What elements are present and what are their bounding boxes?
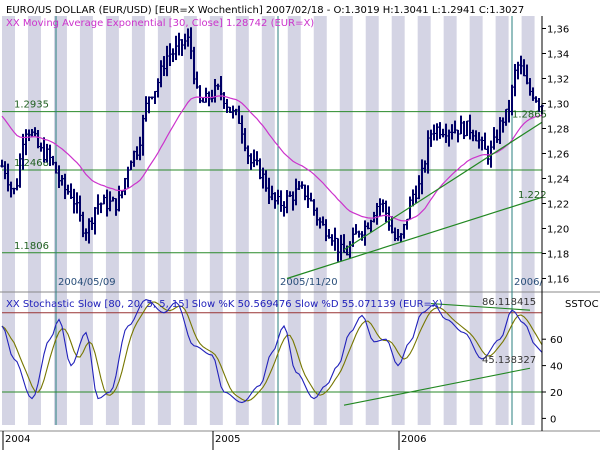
divergence-label: 45.138327 bbox=[482, 355, 536, 366]
month-band bbox=[287, 16, 301, 425]
divergence-line bbox=[343, 367, 531, 406]
month-band bbox=[469, 16, 483, 425]
year-label: 2004 bbox=[5, 434, 30, 445]
price-axis-label: 1,36 bbox=[547, 25, 569, 36]
stochastic-axis-label: 20 bbox=[550, 388, 563, 399]
month-band bbox=[131, 16, 145, 425]
stochastic-d-line bbox=[1, 301, 543, 402]
price-axis-label: 1,28 bbox=[547, 125, 569, 136]
month-band bbox=[365, 16, 379, 425]
month-band bbox=[79, 16, 93, 425]
panel-label: SSTOC bbox=[565, 299, 599, 310]
stochastic-k-line bbox=[1, 299, 543, 404]
trendline-label: 1.222 bbox=[518, 190, 547, 201]
divergence-line bbox=[430, 303, 531, 311]
price-axis-label: 1,18 bbox=[547, 250, 569, 261]
ema-line bbox=[1, 95, 543, 222]
month-band bbox=[261, 16, 275, 425]
stochastic-axis-label: 60 bbox=[550, 335, 563, 346]
date-annotation: 2006/ bbox=[514, 277, 543, 288]
month-band bbox=[105, 16, 119, 425]
month-band bbox=[443, 16, 457, 425]
stochastic-legend: XX Stochastic Slow [80, 20, 5, 5, 15] Sl… bbox=[6, 299, 443, 310]
stochastic-axis-label: 40 bbox=[550, 362, 563, 373]
divergence-label: 86.118415 bbox=[482, 297, 536, 308]
price-axis-label: 1,30 bbox=[547, 100, 569, 111]
price-axis-label: 1,20 bbox=[547, 225, 569, 236]
year-label: 2005 bbox=[215, 434, 240, 445]
trendline bbox=[286, 196, 543, 280]
price-level-label: 1.1806 bbox=[14, 241, 49, 252]
month-band bbox=[235, 16, 249, 425]
price-axis-label: 1,16 bbox=[547, 275, 569, 286]
month-band bbox=[339, 16, 353, 425]
price-axis-label: 1,32 bbox=[547, 75, 569, 86]
price-axis-label: 1,26 bbox=[547, 150, 569, 161]
price-level-label: 1.2468 bbox=[14, 158, 49, 169]
month-band bbox=[183, 16, 197, 425]
trendline-label: 1.2865 bbox=[512, 109, 547, 120]
stochastic-axis-label: 0 bbox=[550, 414, 556, 425]
price-axis-label: 1,24 bbox=[547, 175, 569, 186]
month-band bbox=[417, 16, 431, 425]
month-band bbox=[27, 16, 41, 425]
month-band bbox=[209, 16, 223, 425]
date-annotation: 2004/05/09 bbox=[58, 277, 116, 288]
chart-title: EURO/US DOLLAR (EUR/USD) [EUR=X Wochentl… bbox=[6, 5, 524, 16]
year-label: 2006 bbox=[401, 434, 426, 445]
trendline bbox=[343, 121, 543, 251]
price-level-label: 1.2935 bbox=[14, 100, 49, 111]
month-band bbox=[157, 16, 171, 425]
month-band bbox=[2, 16, 15, 425]
price-axis-label: 1,34 bbox=[547, 50, 569, 61]
price-axis-label: 1,22 bbox=[547, 200, 569, 211]
ma-legend: XX Moving Average Exponential [30, Close… bbox=[6, 18, 314, 29]
date-annotation: 2005/11/20 bbox=[280, 277, 338, 288]
month-band bbox=[391, 16, 405, 425]
